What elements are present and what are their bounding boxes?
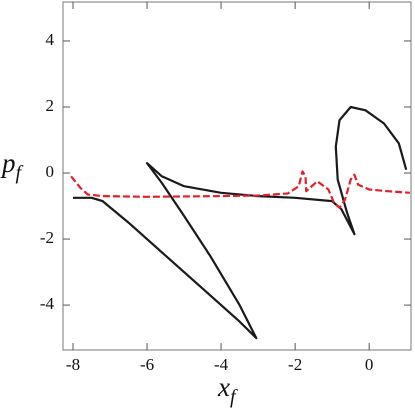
x-tick-label: -4 <box>214 355 229 374</box>
curve <box>73 105 408 340</box>
y-tick-label: -4 <box>40 294 55 313</box>
x-tick-label: 0 <box>365 355 374 374</box>
y-axis-label: pf <box>0 148 24 183</box>
curve <box>70 170 410 209</box>
x-tick-label: -2 <box>288 355 302 374</box>
x-tick-label: -8 <box>66 355 80 374</box>
y-tick-label: 4 <box>46 30 55 49</box>
y-tick-label: 2 <box>46 96 55 115</box>
plot-frame <box>62 1 412 351</box>
y-tick-label: 0 <box>46 162 55 181</box>
y-tick-label: -2 <box>40 228 54 247</box>
x-tick-label: -6 <box>140 355 154 374</box>
x-axis-label: xf <box>217 372 238 407</box>
